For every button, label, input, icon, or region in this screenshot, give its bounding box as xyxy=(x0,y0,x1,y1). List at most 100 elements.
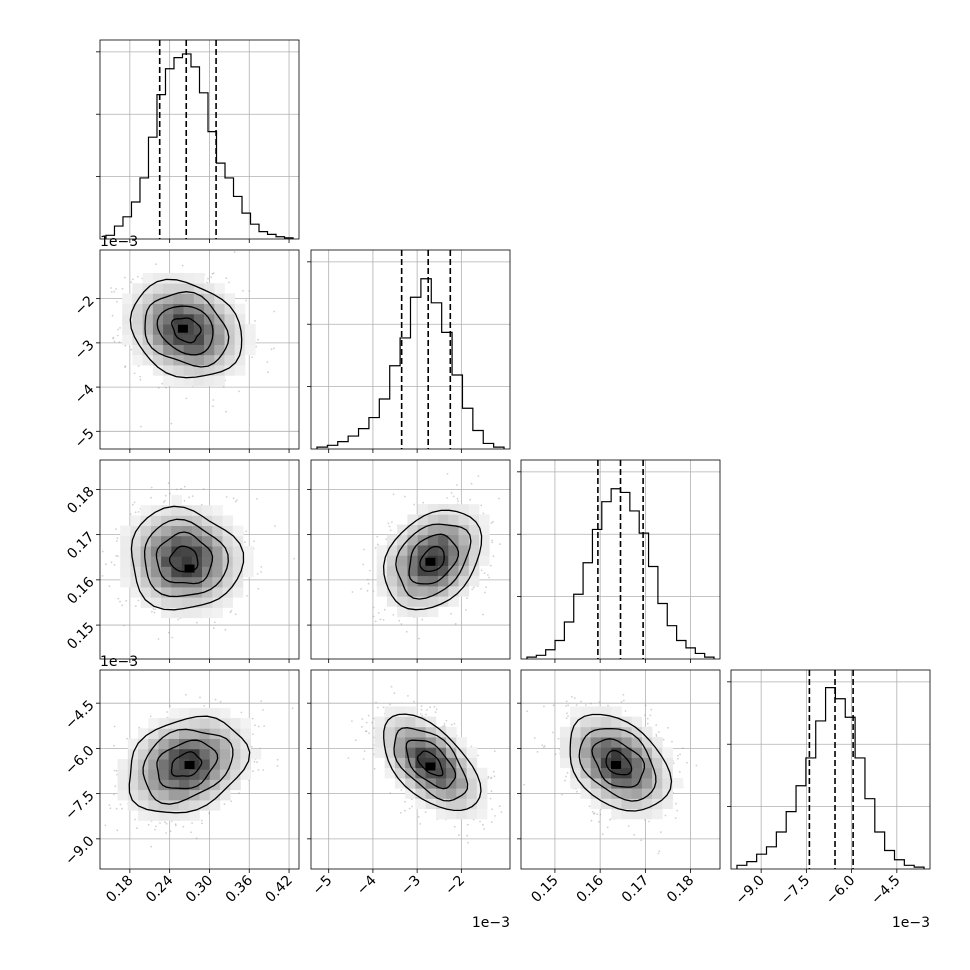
scatter-point xyxy=(399,811,402,814)
scatter-point xyxy=(251,717,254,720)
density-panel-3-0 xyxy=(82,670,299,869)
scatter-point xyxy=(200,819,203,822)
scatter-point xyxy=(244,541,246,544)
scatter-point xyxy=(191,495,194,498)
density-bin xyxy=(173,293,184,304)
scatter-point xyxy=(140,425,142,428)
density-bin xyxy=(152,303,164,315)
scatter-point xyxy=(117,555,119,558)
scatter-point xyxy=(246,595,248,597)
scatter-point xyxy=(236,499,238,501)
density-bin xyxy=(163,293,174,304)
scatter-point xyxy=(368,732,370,735)
scatter-point xyxy=(219,700,222,703)
density-bin xyxy=(138,759,149,770)
scatter-point xyxy=(124,344,127,347)
density-bin xyxy=(138,748,149,760)
scatter-point xyxy=(157,638,160,640)
density-bin xyxy=(202,505,213,516)
scatter-point xyxy=(67,296,69,298)
density-bin xyxy=(427,596,439,607)
density-bin xyxy=(193,354,205,366)
density-bin xyxy=(222,525,234,537)
scatter-point xyxy=(125,599,128,602)
density-bin xyxy=(189,707,200,719)
density-bin xyxy=(150,597,162,608)
density-bin xyxy=(152,365,164,376)
density-bin xyxy=(219,728,231,739)
contour-level-0 xyxy=(170,751,203,777)
scatter-point xyxy=(411,805,413,808)
scatter-point xyxy=(229,611,232,614)
density-bin xyxy=(232,587,244,598)
scatter-point xyxy=(426,709,428,711)
scatter-point xyxy=(267,371,269,374)
density-bin xyxy=(417,504,429,515)
density-bin xyxy=(407,596,418,607)
contours xyxy=(129,278,243,379)
density-bin xyxy=(189,810,200,821)
scatter-point xyxy=(225,410,228,413)
density-bin xyxy=(191,505,203,516)
scatter-point xyxy=(500,811,503,813)
contour-level-0 xyxy=(171,317,202,344)
contour-level-1 xyxy=(156,739,219,790)
scatter-point xyxy=(254,320,256,322)
scatter-point xyxy=(366,589,369,592)
scatter-point xyxy=(257,725,260,728)
density-bin xyxy=(224,344,236,356)
scatter-point xyxy=(183,499,186,502)
scatter-point xyxy=(185,693,187,696)
scatter-point xyxy=(273,347,275,350)
scatter-point xyxy=(433,706,436,708)
density-bin xyxy=(148,728,159,739)
density-bin xyxy=(193,293,205,304)
density-bin xyxy=(150,556,162,567)
density-bin xyxy=(202,576,213,588)
density-bins xyxy=(376,504,490,618)
density-bin xyxy=(163,334,174,345)
scatter-point xyxy=(206,281,208,284)
density-bin xyxy=(468,534,480,546)
scatter-point xyxy=(253,540,255,543)
scatter-point xyxy=(233,251,236,254)
density-bin xyxy=(214,375,225,386)
scatter-point xyxy=(151,610,153,613)
scatter-point xyxy=(116,300,118,303)
density-bin xyxy=(222,576,234,588)
scatter-point xyxy=(124,365,127,368)
density-bin xyxy=(397,524,408,536)
scatter-point xyxy=(435,708,438,711)
density-bin xyxy=(120,576,131,588)
scatter-point xyxy=(111,314,114,317)
scatter-point xyxy=(196,621,198,624)
density-bin xyxy=(417,524,429,536)
density-bin xyxy=(214,334,225,345)
density-bin xyxy=(161,505,172,516)
scatter-point xyxy=(424,811,427,813)
density-bin xyxy=(202,525,213,537)
scatter-point xyxy=(493,750,496,752)
density-axes-3-0 xyxy=(99,669,300,870)
scatter-point xyxy=(139,378,142,381)
density-bin xyxy=(152,354,164,366)
density-bin xyxy=(183,313,195,325)
density-bin xyxy=(417,606,429,618)
contour-level-2 xyxy=(142,728,234,805)
density-bin xyxy=(212,515,223,526)
density-bin xyxy=(209,718,221,729)
density-bin xyxy=(173,375,184,386)
density-bin xyxy=(181,587,193,598)
scatter-point xyxy=(82,728,84,730)
density-bin xyxy=(138,728,149,739)
histogram-panel-1 xyxy=(307,249,511,450)
density-bin xyxy=(240,738,251,750)
scatter-point xyxy=(490,522,493,524)
density-bin xyxy=(183,365,195,376)
scatter-point xyxy=(291,707,294,710)
density-bin xyxy=(161,576,172,588)
scatter-point xyxy=(491,541,494,544)
scatter-point xyxy=(115,288,117,290)
density-bin xyxy=(438,586,449,597)
density-bin xyxy=(138,789,149,801)
